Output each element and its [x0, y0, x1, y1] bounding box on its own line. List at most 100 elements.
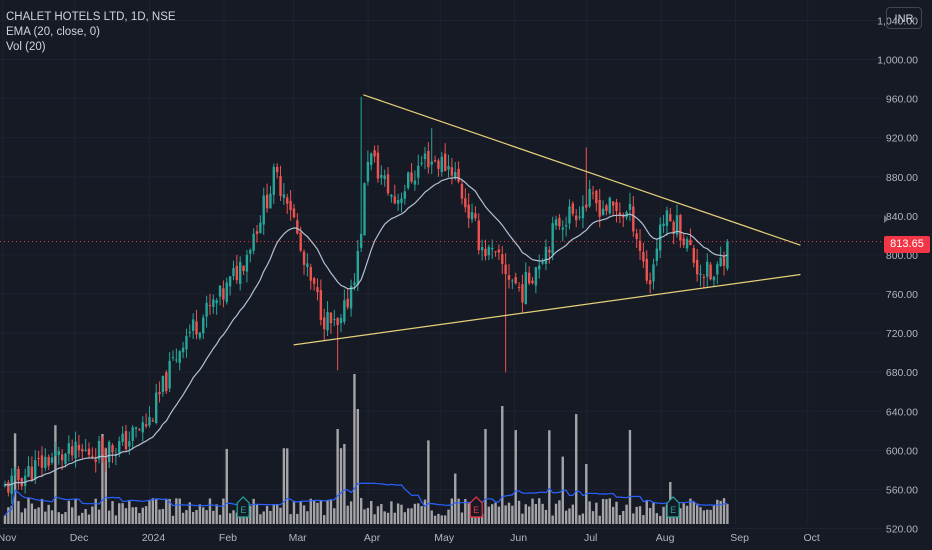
candle-body [467, 204, 470, 219]
trendline[interactable] [363, 94, 801, 246]
volume-bar [7, 507, 10, 524]
volume-bar [376, 506, 380, 524]
candle-body [507, 275, 511, 280]
volume-bar [383, 511, 386, 524]
volume-bar [3, 515, 7, 524]
volume-ma-line [4, 482, 728, 516]
candle-body [712, 276, 716, 281]
candle-body [497, 249, 501, 253]
volume-bar [121, 503, 124, 524]
volume-bar [124, 508, 128, 524]
volume-bar [302, 505, 306, 524]
volume-bar [134, 507, 138, 524]
candle-body [10, 475, 13, 494]
candle-body [524, 272, 527, 305]
volume-bar [524, 504, 527, 524]
volume-bar [336, 429, 339, 524]
candle-body [675, 215, 679, 235]
trendline[interactable] [293, 273, 801, 346]
candle-body [40, 455, 44, 468]
candle-body [480, 247, 484, 251]
candle-body [652, 264, 655, 282]
volume-bar [638, 506, 642, 524]
earnings-marker[interactable]: E [469, 496, 483, 518]
candle-body [494, 251, 497, 253]
time-axis[interactable]: Nov Dec 2024 Feb Mar Apr May Jun Jul Aug Sep Oct [0, 532, 820, 544]
volume-bar [356, 409, 359, 524]
volume-bar [215, 504, 218, 524]
volume-bar [514, 430, 517, 524]
candle-body [34, 460, 37, 480]
volume-bar [202, 507, 205, 524]
candle-body [669, 214, 672, 222]
volume-bar [359, 498, 363, 524]
candle-body [84, 449, 87, 451]
trendlines[interactable] [293, 94, 801, 346]
volume-bar [185, 510, 188, 524]
volume-bar [417, 503, 420, 524]
candle-body [450, 167, 454, 176]
candle-body [544, 246, 548, 264]
volume-bar [396, 503, 400, 524]
candle-body [262, 195, 265, 225]
candlesticks [3, 96, 729, 504]
candle-body [440, 156, 443, 173]
candle-body [662, 223, 665, 227]
volume-bar [346, 505, 349, 524]
earnings-marker[interactable]: E [236, 496, 250, 518]
volume-bar [225, 448, 228, 524]
candle-body [306, 263, 309, 267]
volume-bar [682, 503, 685, 524]
candle-body [144, 424, 148, 427]
volume-bar [168, 498, 171, 524]
candle-body [635, 233, 638, 240]
volume-bar [144, 506, 148, 524]
volume-indicator-label[interactable]: Vol (20) [6, 41, 46, 53]
volume-bar [175, 498, 178, 524]
volume-bar [722, 498, 726, 524]
volume-bar [689, 498, 692, 524]
candle-body [205, 302, 208, 317]
volume-bar [279, 507, 282, 524]
candle-body [605, 205, 608, 211]
volume-bar [413, 503, 417, 524]
candle-body [531, 280, 534, 284]
volume-bar [252, 498, 255, 524]
volume-bar [659, 515, 662, 524]
price-axis[interactable]: 520.00 560.00 600.00 640.00 680.00 720.00 760.… [877, 16, 918, 536]
volume-bar [84, 509, 87, 524]
candle-body [423, 153, 427, 160]
candle-body [27, 465, 30, 477]
candle-body [373, 150, 376, 157]
candle-body [585, 204, 588, 208]
volume-bar [611, 506, 615, 524]
candle-body [302, 251, 306, 265]
volume-bar [601, 498, 605, 524]
candle-body [692, 247, 695, 263]
volume-bar [195, 510, 198, 524]
candle-body [23, 475, 27, 486]
candle-body [339, 318, 343, 324]
candle-body [685, 239, 689, 249]
currency-button[interactable]: INR [886, 7, 922, 29]
candle-body [239, 261, 242, 284]
volume-bar [228, 513, 232, 524]
candle-body [380, 175, 383, 178]
volume-bar [191, 511, 195, 524]
volume-bar [218, 514, 222, 524]
candle-body [564, 225, 568, 227]
ema-indicator-label[interactable]: EMA (20, close, 0) [6, 26, 100, 38]
candle-body [111, 445, 114, 453]
symbol-title[interactable]: CHALET HOTELS LTD, 1D, NSE [6, 11, 176, 23]
candle-body [87, 448, 91, 455]
candle-body [185, 336, 188, 350]
earnings-marker[interactable]: E [666, 496, 680, 518]
candle-body [648, 280, 652, 285]
volume-bar [275, 504, 279, 524]
candle-body [722, 256, 726, 266]
candle-body [228, 276, 232, 287]
scroll-arrow-icon[interactable] [884, 215, 889, 223]
candle-body [396, 200, 400, 204]
